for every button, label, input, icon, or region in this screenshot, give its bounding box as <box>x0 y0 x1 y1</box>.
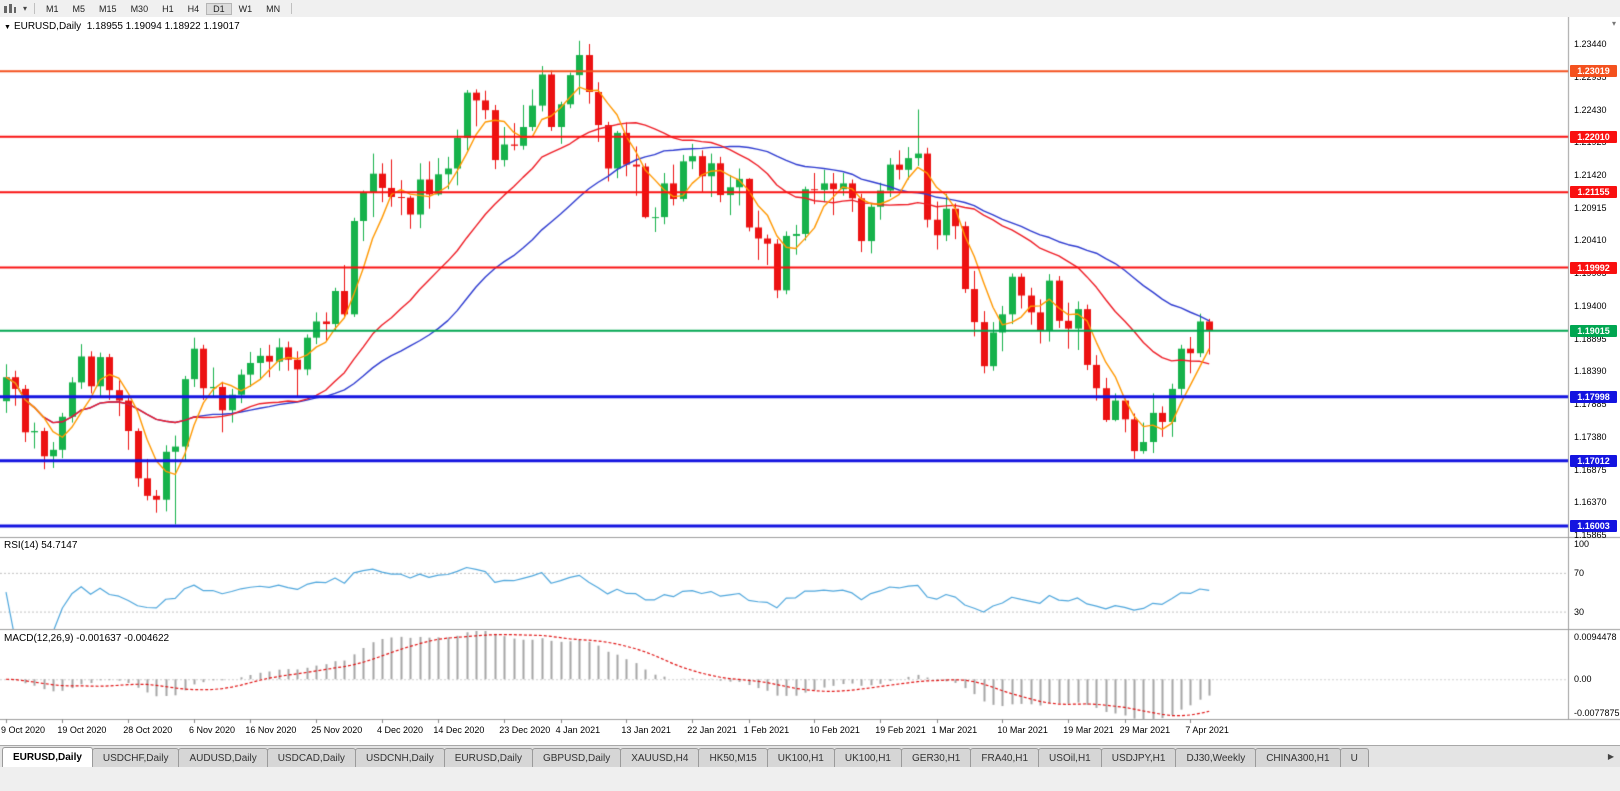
macd-axis-tick: 0.0094478 <box>1574 632 1617 642</box>
date-axis-label: 19 Mar 2021 <box>1063 725 1114 735</box>
macd-indicator-label: MACD(12,26,9) -0.001637 -0.004622 <box>4 633 170 644</box>
chart-tab[interactable]: GER30,H1 <box>901 748 972 768</box>
date-axis-label: 13 Jan 2021 <box>621 725 671 735</box>
price-axis-tick: 1.20915 <box>1574 202 1607 213</box>
chart-tab-bar: EURUSD,Daily USDCHF,Daily AUDUSD,Daily USDC… <box>0 745 1620 768</box>
chart-tab[interactable]: AUDUSD,Daily <box>178 748 268 768</box>
chart-canvas[interactable] <box>0 17 1620 745</box>
price-axis-tick: 1.19400 <box>1574 300 1607 311</box>
price-axis-tick: 1.20410 <box>1574 235 1607 246</box>
date-axis-label: 10 Feb 2021 <box>809 725 860 735</box>
price-line-badge: 1.17998 <box>1570 390 1617 403</box>
date-axis-label: 4 Dec 2020 <box>377 725 424 735</box>
price-axis-tick: 1.17380 <box>1574 431 1607 442</box>
chart-tab[interactable]: UK100,H1 <box>766 748 835 768</box>
date-axis-label: 19 Feb 2021 <box>875 725 926 735</box>
price-axis-tick: 1.23440 <box>1574 39 1607 50</box>
timeframe-button-d1[interactable]: D1 <box>206 2 232 15</box>
date-axis-label: 22 Jan 2021 <box>687 725 737 735</box>
chart-tab[interactable]: USDCHF,Daily <box>91 748 180 768</box>
price-line-badge: 1.23019 <box>1570 65 1617 78</box>
date-axis-label: 16 Nov 2020 <box>245 725 297 735</box>
timeframe-button-m15[interactable]: M15 <box>99 3 117 14</box>
chart-region: ▼ EURUSD,Daily 1.18955 1.19094 1.18922 1.… <box>0 17 1620 745</box>
date-axis-label: 25 Nov 2020 <box>311 725 363 735</box>
timeframe-button-m1[interactable]: M1 <box>46 3 59 14</box>
rsi-axis-tick: 30 <box>1574 606 1585 617</box>
date-axis-label: 14 Dec 2020 <box>433 725 485 735</box>
chart-tab[interactable]: USDCAD,Daily <box>266 748 356 768</box>
chart-tab[interactable]: EURUSD,Daily <box>2 747 93 768</box>
price-axis-tick: 1.16875 <box>1574 464 1607 475</box>
timeframe-button-m5[interactable]: M5 <box>72 3 86 14</box>
price-line-badge: 1.16003 <box>1570 520 1617 533</box>
chart-tab[interactable]: U <box>1339 748 1369 768</box>
rsi-axis-tick: 100 <box>1574 538 1590 549</box>
date-axis-label: 28 Oct 2020 <box>123 725 173 735</box>
chart-bars-glyph <box>4 3 16 13</box>
toolbar: ▾ M1 M5 M15 M30 H1 H4 D1 W1 MN <box>0 0 1620 18</box>
window-bottom-strip <box>0 767 1620 791</box>
date-axis-label: 4 Jan 2021 <box>555 725 601 735</box>
chart-tab[interactable]: UK100,H1 <box>833 748 902 768</box>
timeframe-button-h4[interactable]: H4 <box>187 3 200 14</box>
chart-tab[interactable]: USDJPY,H1 <box>1100 748 1177 768</box>
rsi-axis-tick: 70 <box>1574 567 1585 578</box>
date-axis-label: 29 Mar 2021 <box>1119 725 1171 735</box>
toolbar-separator <box>34 3 36 14</box>
scroll-right-icon[interactable]: ▶ <box>1607 752 1615 761</box>
date-axis-label: 1 Feb 2021 <box>743 725 790 735</box>
chart-tab[interactable]: GBPUSD,Daily <box>531 748 622 768</box>
chart-type-dropdown-icon[interactable]: ▾ <box>23 4 28 13</box>
price-axis-tick: 1.16370 <box>1574 497 1607 508</box>
macd-axis-tick: 0.00 <box>1574 674 1592 685</box>
price-axis-tick: 1.15865 <box>1574 530 1607 541</box>
timeframe-button-mn[interactable]: MN <box>266 3 281 14</box>
date-axis-label: 9 Oct 2020 <box>1 725 46 735</box>
timeframe-button-group: M1 M5 M15 M30 H1 H4 D1 W1 MN <box>39 2 287 15</box>
timeframe-button-h1[interactable]: H1 <box>162 3 174 14</box>
date-axis-label: 23 Dec 2020 <box>499 725 551 735</box>
price-line-badge: 1.17012 <box>1570 454 1617 467</box>
price-axis-tick: 1.22430 <box>1574 104 1607 115</box>
price-axis-tick: 1.17885 <box>1574 399 1607 410</box>
macd-axis-tick: -0.0077875 <box>1574 708 1620 718</box>
chart-tab[interactable]: DJ30,Weekly <box>1175 748 1257 768</box>
toolbar-separator <box>291 3 293 14</box>
chart-tab[interactable]: USOil,H1 <box>1038 748 1102 768</box>
chart-title: ▼ EURUSD,Daily 1.18955 1.19094 1.18922 1.… <box>4 21 240 32</box>
price-line-badge: 1.19015 <box>1570 324 1617 337</box>
chart-tab[interactable]: HK50,M15 <box>698 748 768 768</box>
chart-tab[interactable]: USDCNH,Daily <box>354 748 445 768</box>
price-line-badge: 1.19992 <box>1570 261 1617 274</box>
date-axis-label: 7 Apr 2021 <box>1185 725 1229 735</box>
timeframe-button-w1[interactable]: W1 <box>238 3 253 14</box>
price-line-badge: 1.22010 <box>1570 130 1617 143</box>
chart-ohlc-values: 1.18955 1.19094 1.18922 1.19017 <box>86 21 240 32</box>
symbol-marker-icon[interactable]: ▼ <box>4 24 11 31</box>
chart-tabs: EURUSD,Daily USDCHF,Daily AUDUSD,Daily USDC… <box>2 747 1602 768</box>
chart-tab[interactable]: CHINA300,H1 <box>1255 748 1341 768</box>
chart-bars-icon[interactable] <box>0 0 20 17</box>
chart-tab[interactable]: XAUUSD,H4 <box>620 748 700 768</box>
chart-tab[interactable]: EURUSD,Daily <box>443 748 533 768</box>
price-axis-tick: 1.18390 <box>1574 366 1607 377</box>
date-axis-label: 19 Oct 2020 <box>57 725 107 735</box>
chart-symbol-label: EURUSD,Daily <box>13 21 82 32</box>
price-axis-tick: 1.18895 <box>1574 333 1607 344</box>
date-axis-label: 1 Mar 2021 <box>931 725 978 735</box>
chart-dropdown-icon[interactable]: ▾ <box>1611 19 1616 28</box>
chart-tab[interactable]: FRA40,H1 <box>970 748 1040 768</box>
date-axis-label: 6 Nov 2020 <box>189 725 236 735</box>
price-axis-tick: 1.21420 <box>1574 169 1607 180</box>
date-axis-label: 10 Mar 2021 <box>997 725 1048 735</box>
timeframe-button-m30[interactable]: M30 <box>130 3 149 14</box>
rsi-indicator-label: RSI(14) 54.7147 <box>4 540 78 551</box>
price-line-badge: 1.21155 <box>1570 186 1617 199</box>
